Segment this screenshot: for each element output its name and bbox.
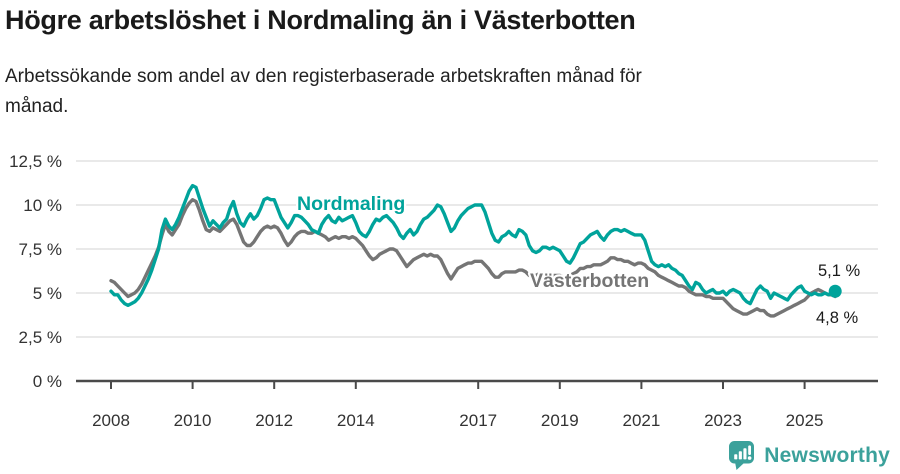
x-axis-tick-label: 2021 [622, 411, 660, 430]
newsworthy-logo-icon [729, 441, 755, 470]
chart-subtitle: Arbetssökande som andel av den registerb… [5, 62, 875, 122]
x-axis-tick-label: 2025 [786, 411, 824, 430]
series-end-dot-nordmaling [828, 284, 842, 298]
end-value-label-nordmaling: 5,1 % [818, 262, 861, 280]
x-axis-tick-label: 2019 [541, 411, 579, 430]
end-value-label-västerbotten: 4,8 % [816, 309, 859, 327]
y-axis-tick-label: 5 % [33, 284, 62, 303]
y-axis-tick-label: 2,5 % [19, 328, 62, 347]
y-axis-tick-label: 10 % [23, 196, 62, 215]
x-axis-tick-label: 2012 [255, 411, 293, 430]
series-label-nordmaling: Nordmaling [297, 193, 405, 215]
y-axis-tick-label: 7,5 % [19, 240, 62, 259]
x-axis-tick-label: 2017 [459, 411, 497, 430]
y-axis-tick-label: 12,5 % [9, 152, 62, 171]
x-axis-tick-label: 2008 [92, 411, 130, 430]
y-axis-tick-label: 0 % [33, 372, 62, 391]
series-line-västerbotten [109, 197, 837, 318]
chart-header: Högre arbetslöshet i Nordmaling än i Väs… [5, 2, 875, 122]
series-line-nordmaling [109, 183, 837, 307]
series-label-västerbotten: Västerbotten [530, 270, 649, 292]
x-axis-tick-label: 2010 [174, 411, 212, 430]
brand-name: Newsworthy [764, 443, 890, 467]
subtitle-line-1: Arbetssökande som andel av den registerb… [5, 66, 642, 87]
x-axis-tick-label: 2023 [704, 411, 742, 430]
subtitle-line-2: månad. [5, 96, 69, 117]
newsworthy-attribution: Newsworthy [728, 440, 890, 471]
x-axis-tick-label: 2014 [337, 411, 375, 430]
page-title: Högre arbetslöshet i Nordmaling än i Väs… [5, 5, 636, 35]
